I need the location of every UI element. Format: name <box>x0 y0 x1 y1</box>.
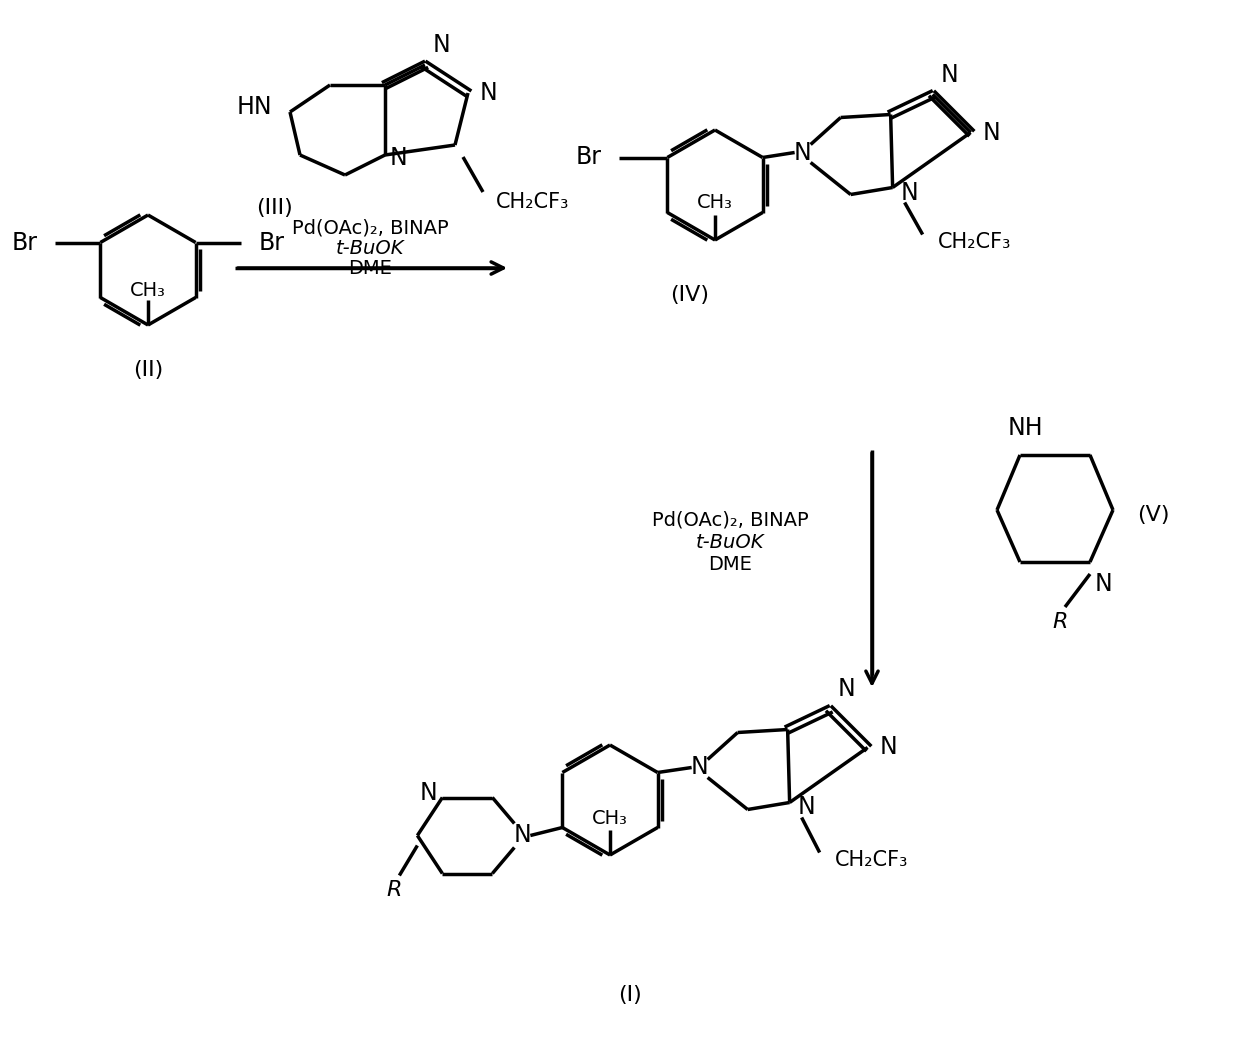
Text: R: R <box>1052 612 1067 632</box>
Text: CH₃: CH₃ <box>697 193 733 213</box>
Text: N: N <box>900 181 919 204</box>
Text: Br: Br <box>259 230 285 254</box>
Text: (I): (I) <box>618 985 641 1005</box>
Text: N: N <box>691 756 708 780</box>
Text: N: N <box>838 678 855 702</box>
Text: t-BuOK: t-BuOK <box>696 534 764 552</box>
Text: Pd(OAc)₂, BINAP: Pd(OAc)₂, BINAP <box>651 511 808 529</box>
Text: (II): (II) <box>132 360 163 380</box>
Text: NH: NH <box>1008 416 1042 440</box>
Text: N: N <box>420 781 437 804</box>
Text: Br: Br <box>11 230 37 254</box>
Text: N: N <box>433 33 451 57</box>
Text: (V): (V) <box>1136 506 1170 525</box>
Text: N: N <box>941 62 958 86</box>
Text: N: N <box>983 120 1000 144</box>
Text: CH₃: CH₃ <box>592 809 628 827</box>
Text: N: N <box>880 736 898 760</box>
Text: Br: Br <box>576 145 602 169</box>
Text: N: N <box>514 823 531 847</box>
Text: N: N <box>794 140 811 164</box>
Text: HN: HN <box>236 95 272 119</box>
Text: CH₂CF₃: CH₂CF₃ <box>496 192 569 212</box>
Text: R: R <box>386 880 402 901</box>
Text: t-BuOK: t-BuOK <box>335 240 405 258</box>
Text: N: N <box>797 795 816 819</box>
Text: N: N <box>1094 572 1113 596</box>
Text: CH₂CF₃: CH₂CF₃ <box>834 850 909 871</box>
Text: CH₃: CH₃ <box>130 280 166 300</box>
Text: CH₂CF₃: CH₂CF₃ <box>938 233 1011 252</box>
Text: DME: DME <box>348 258 392 277</box>
Text: N: N <box>390 146 407 170</box>
Text: (III): (III) <box>256 198 293 218</box>
Text: Pd(OAc)₂, BINAP: Pd(OAc)₂, BINAP <box>292 219 448 238</box>
Text: DME: DME <box>708 555 751 574</box>
Text: N: N <box>480 81 498 105</box>
Text: (IV): (IV) <box>671 285 709 305</box>
